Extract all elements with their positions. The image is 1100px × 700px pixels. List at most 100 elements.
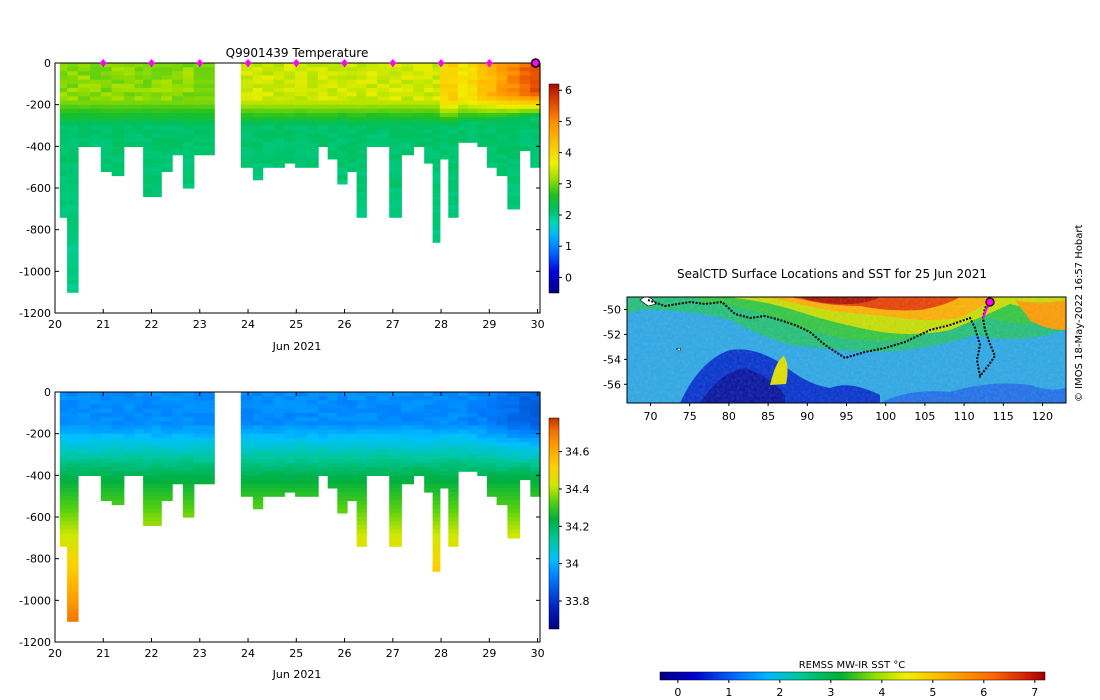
section-cell xyxy=(262,125,274,131)
section-cell xyxy=(467,121,478,127)
section-cell xyxy=(432,129,441,135)
section-cell xyxy=(67,88,79,93)
y-tick-label: -1000 xyxy=(19,265,51,278)
section-cell xyxy=(413,458,425,464)
section-cell xyxy=(507,108,521,114)
section-cell xyxy=(377,83,390,89)
section-cell xyxy=(401,117,414,122)
section-cell xyxy=(284,483,296,489)
section-cell xyxy=(347,150,358,156)
section-cell xyxy=(134,88,144,93)
section-cell xyxy=(307,104,319,110)
section-cell xyxy=(347,437,358,443)
section-cell xyxy=(67,504,79,510)
section-cell xyxy=(307,121,319,127)
section-cell xyxy=(356,496,367,501)
section-cell xyxy=(496,425,509,431)
section-cell xyxy=(424,467,434,472)
section-cell xyxy=(100,492,113,497)
section-cell xyxy=(366,396,378,401)
section-cell xyxy=(432,167,441,172)
x-tick-label: 26 xyxy=(338,647,352,660)
section-cell xyxy=(134,125,144,131)
section-cell xyxy=(477,421,488,426)
section-cell xyxy=(389,400,402,406)
section-cell xyxy=(507,113,521,118)
section-cell xyxy=(486,400,498,406)
section-cell xyxy=(100,88,113,93)
colorbar-tick-label: 34.6 xyxy=(565,446,590,459)
section-cell xyxy=(467,446,478,451)
section-cell xyxy=(458,425,469,431)
section-cell xyxy=(100,433,113,439)
section-cell xyxy=(252,117,264,122)
section-cell xyxy=(111,396,125,401)
section-cell xyxy=(327,450,338,456)
section-cell xyxy=(413,412,425,418)
section-cell xyxy=(143,175,153,181)
section-cell xyxy=(337,396,348,401)
section-cell xyxy=(432,496,441,501)
section-cell xyxy=(356,446,367,451)
section-cell xyxy=(193,454,215,460)
section-cell xyxy=(67,150,79,156)
section-cell xyxy=(182,483,195,489)
section-cell xyxy=(295,163,308,168)
section-cell xyxy=(496,100,509,106)
section-cell xyxy=(337,100,348,106)
section-cell xyxy=(67,146,79,152)
section-cell xyxy=(182,492,195,497)
profile-marker xyxy=(389,59,397,67)
section-cell xyxy=(507,171,521,177)
section-cell xyxy=(467,88,478,93)
section-cell xyxy=(507,196,521,202)
section-cell xyxy=(448,471,459,476)
section-cell xyxy=(401,417,414,422)
section-cell xyxy=(284,450,296,456)
section-cell xyxy=(507,450,521,456)
section-cell xyxy=(519,125,531,131)
section-cell xyxy=(486,108,498,114)
section-cell xyxy=(273,113,285,118)
section-cell xyxy=(424,63,434,68)
section-cell xyxy=(389,196,402,202)
section-cell xyxy=(413,88,425,93)
section-cell xyxy=(448,171,459,177)
section-cell xyxy=(67,546,79,551)
section-cell xyxy=(90,392,102,397)
section-cell xyxy=(401,88,414,93)
section-cell xyxy=(252,504,264,510)
section-cell xyxy=(530,138,541,143)
section-cell xyxy=(67,71,79,77)
section-cell xyxy=(59,533,68,539)
section-cell xyxy=(424,458,434,464)
section-cell xyxy=(111,471,125,476)
section-cell xyxy=(273,429,285,435)
section-cell xyxy=(307,100,319,106)
section-cell xyxy=(327,462,338,468)
section-cell xyxy=(151,175,162,181)
section-cell xyxy=(273,450,285,456)
section-cell xyxy=(486,129,498,135)
section-cell xyxy=(413,92,425,97)
section-cell xyxy=(143,79,153,85)
section-cell xyxy=(413,425,425,431)
section-cell xyxy=(448,529,459,535)
section-cell xyxy=(432,233,441,239)
section-cell xyxy=(347,154,358,160)
section-cell xyxy=(401,400,414,406)
section-cell xyxy=(100,421,113,426)
section-cell xyxy=(467,412,478,418)
section-cell xyxy=(59,154,68,160)
section-cell xyxy=(100,437,113,443)
section-cell xyxy=(193,88,215,93)
section-cell xyxy=(432,408,441,414)
section-cell xyxy=(143,158,153,164)
section-cell xyxy=(413,75,425,81)
section-cell xyxy=(389,142,402,147)
section-cell xyxy=(182,163,195,168)
section-cell xyxy=(273,158,285,164)
section-cell xyxy=(432,550,441,556)
section-cell xyxy=(377,412,390,418)
section-cell xyxy=(356,417,367,422)
